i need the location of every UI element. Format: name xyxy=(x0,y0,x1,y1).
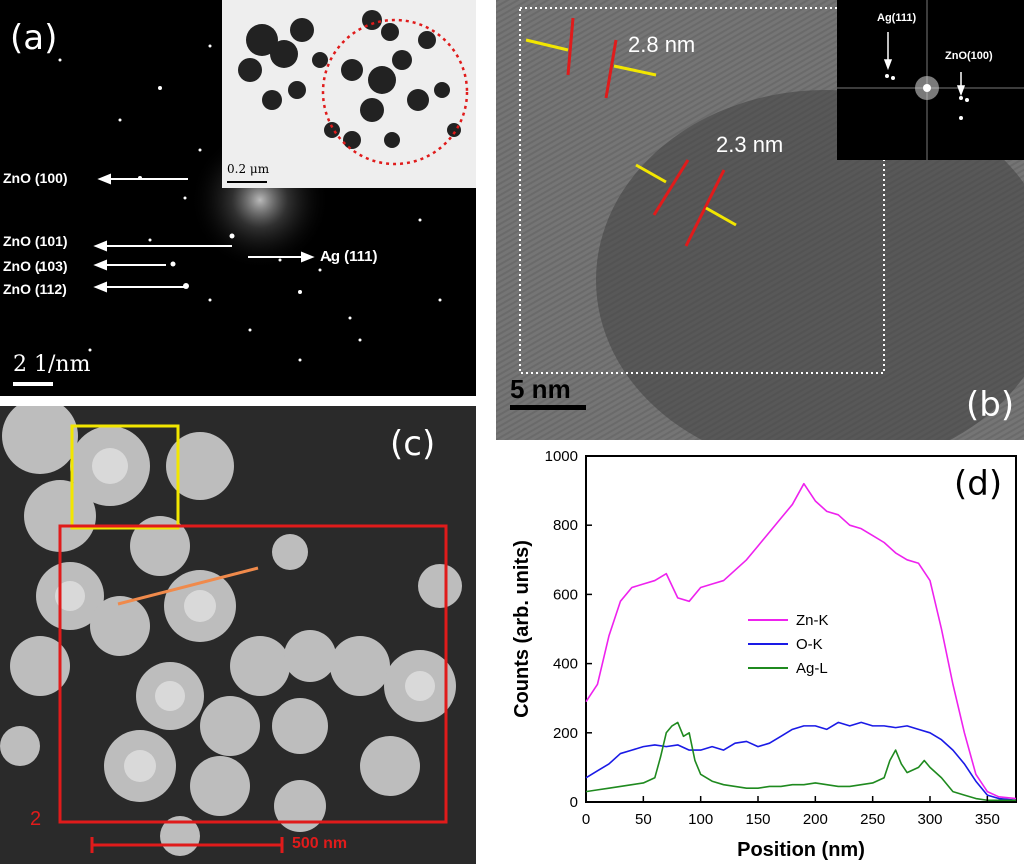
plot-frame xyxy=(585,455,1017,803)
reflection-zno-103: ZnO (103) xyxy=(3,258,68,274)
x-tick-label: 250 xyxy=(860,811,885,828)
x-tick-label: 200 xyxy=(803,811,828,828)
y-tick-label: 0 xyxy=(570,794,578,811)
x-tick-label: 150 xyxy=(745,811,770,828)
tem-inset: 0.2 μm xyxy=(222,0,476,188)
reflection-zno-112: ZnO (112) xyxy=(3,281,67,297)
series-line-agl xyxy=(585,721,1016,802)
panel-c-scale-label: 500 nm xyxy=(292,835,348,852)
panel-a-scale-label: 2 1/nm xyxy=(13,352,91,377)
x-tick-label: 300 xyxy=(917,811,942,828)
stem-image xyxy=(0,406,462,856)
panel-b-hrtem: 2.8 nm 2.3 nm 5 nm (b) Ag(111) ZnO(100) xyxy=(496,0,1024,440)
region-number: 2 xyxy=(30,808,42,830)
y-tick-label: 1000 xyxy=(545,448,578,465)
fft-inset: Ag(111) ZnO(100) xyxy=(837,0,1024,160)
y-axis-label: Counts (arb. units) xyxy=(511,540,533,718)
panel-c-stem: (c) 2 500 nm xyxy=(0,406,476,864)
panel-a-label: (a) xyxy=(10,18,58,58)
series-line-ok xyxy=(585,721,1017,802)
panel-b-scale-label: 5 nm xyxy=(510,374,571,404)
series-line-znk xyxy=(585,482,1017,800)
x-tick-label: 50 xyxy=(635,811,652,828)
reflection-ag-111: Ag (111) xyxy=(320,248,378,265)
spacing-label-2: 2.3 nm xyxy=(716,132,784,157)
x-tick-label: 100 xyxy=(688,811,713,828)
y-tick-label: 600 xyxy=(553,586,578,603)
legend-label: Ag-L xyxy=(796,660,828,677)
panel-b-label: (b) xyxy=(966,385,1015,425)
spacing-label-1: 2.8 nm xyxy=(628,32,696,57)
panel-d-label: (d) xyxy=(954,464,1003,504)
fft-label-zno100: ZnO(100) xyxy=(945,50,993,62)
reflection-zno-100: ZnO (100) xyxy=(3,170,68,186)
y-tick-label: 400 xyxy=(553,656,578,673)
fft-label-ag111: Ag(111) xyxy=(877,12,917,24)
x-axis-label: Position (nm) xyxy=(737,839,865,861)
legend-label: O-K xyxy=(796,636,823,653)
x-tick-label: 350 xyxy=(975,811,1000,828)
reflection-zno-101: ZnO (101) xyxy=(3,233,68,249)
panel-c-label: (c) xyxy=(390,424,436,464)
legend-label: Zn-K xyxy=(796,612,829,629)
eds-line-chart: 0 50 100 150 200 250 300 350 0 200 400 600 800 1000 P… xyxy=(511,448,1017,861)
y-tick-label: 200 xyxy=(553,725,578,742)
x-tick-label: 0 xyxy=(582,811,590,828)
panel-a-diffraction: (a) ZnO (100) ZnO (101) ZnO (103) ZnO (1… xyxy=(0,0,476,396)
inset-scale-label: 0.2 μm xyxy=(227,162,270,176)
panel-d-eds-profile: 0 50 100 150 200 250 300 350 0 200 400 600 800 1000 P… xyxy=(496,440,1024,864)
chart-legend: Zn-K O-K Ag-L xyxy=(748,612,829,677)
y-tick-label: 800 xyxy=(553,517,578,534)
